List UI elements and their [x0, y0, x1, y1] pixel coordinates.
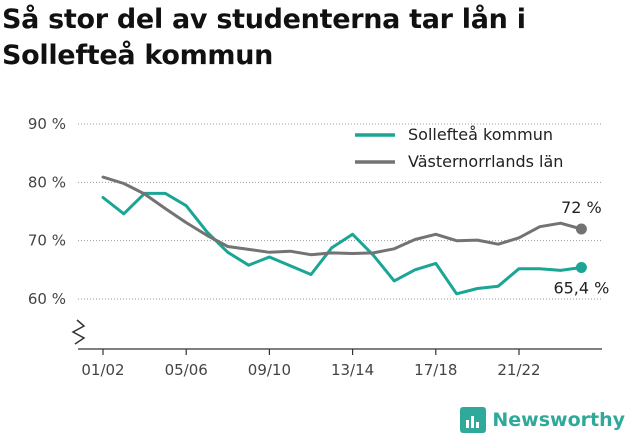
newsworthy-logo-icon — [460, 407, 487, 433]
legend-label: Sollefteå kommun — [408, 125, 553, 144]
y-tick-label: 60 % — [28, 290, 66, 308]
series-end-point — [575, 262, 587, 273]
axes: 60 % 70 % 80 % 90 % 01/02 05/06 09/10 13/14 17/1… — [28, 115, 602, 379]
legend: Sollefteå kommun Västernorrlands län — [355, 125, 563, 171]
y-tick-label: 90 % — [28, 115, 66, 133]
grid-lines — [78, 123, 602, 300]
x-tick-label: 09/10 — [248, 361, 291, 379]
brand-logo: Newsworthy — [460, 407, 625, 433]
y-tick-label: 80 % — [28, 173, 66, 191]
axis-break-icon — [71, 319, 86, 345]
labels: 65,4 % 72 % — [553, 198, 609, 298]
chart-title: Så stor del av studenterna tar lån i Sol… — [2, 4, 526, 71]
brand-name: Newsworthy — [492, 409, 625, 431]
x-tick-label: 13/14 — [331, 361, 374, 379]
series-line — [101, 175, 583, 257]
legend-label: Västernorrlands län — [408, 152, 563, 171]
x-tick-label: 21/22 — [497, 361, 540, 379]
series-line — [101, 191, 583, 296]
y-tick-label: 70 % — [28, 232, 66, 250]
x-tick-label: 17/18 — [414, 361, 457, 379]
series-lines — [101, 175, 587, 296]
x-tick-label: 05/06 — [165, 361, 208, 379]
series-end-label: 72 % — [561, 198, 602, 217]
x-tick-label: 01/02 — [81, 361, 124, 379]
series-end-label: 65,4 % — [553, 279, 609, 298]
series-end-point — [575, 223, 587, 235]
